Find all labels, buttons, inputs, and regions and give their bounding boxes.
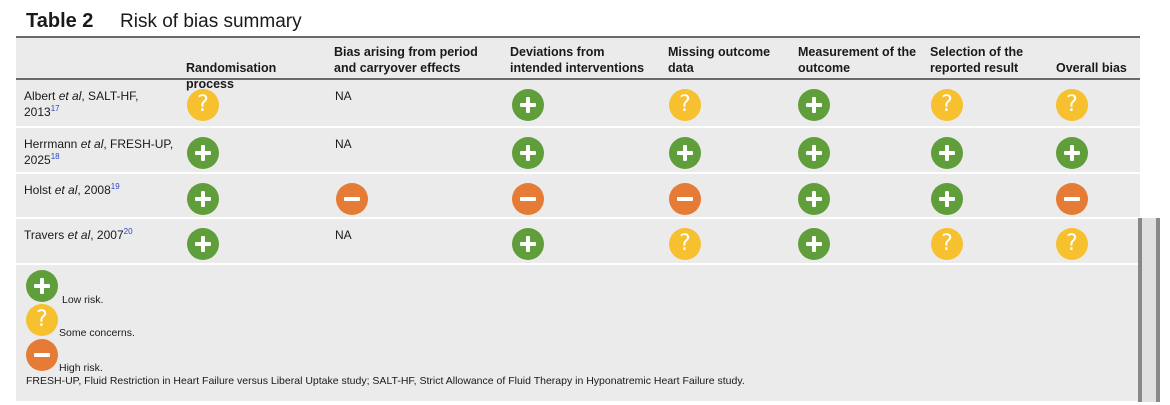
study-et-al: et al [54, 183, 78, 197]
plus-icon [187, 228, 219, 260]
table-row: Holst et al, 200819 [16, 174, 1140, 219]
column-header: Measurement of the outcome [798, 45, 917, 75]
study-details: , FRESH-UP, 2025 [24, 137, 174, 167]
legend-high-risk-label: High risk. [59, 362, 103, 374]
question-icon: ? [931, 89, 963, 121]
study-details: , 2008 [77, 183, 111, 197]
minus-icon [1056, 183, 1088, 215]
not-applicable-text: NA [335, 228, 352, 242]
reference-link[interactable]: 17 [50, 104, 60, 113]
table-number: Table 2 [26, 10, 94, 32]
table-title-bar: Table 2 Risk of bias summary [16, 4, 1140, 38]
column-header: Bias arising from period and carryover e… [334, 45, 478, 75]
column-header: Selection of the reported result [930, 45, 1024, 75]
study-et-al: et al [58, 89, 82, 103]
reference-link[interactable]: 20 [123, 227, 133, 236]
minus-icon [669, 183, 701, 215]
table-row: Herrmann et al, FRESH-UP, 202518 NA [16, 128, 1140, 174]
not-applicable-text: NA [335, 89, 352, 103]
plus-icon [798, 183, 830, 215]
question-icon: ? [1056, 228, 1088, 260]
study-author: Herrmann [24, 137, 78, 151]
plus-icon [187, 183, 219, 215]
plus-icon [512, 89, 544, 121]
legend-some-concerns-icon: ? [26, 304, 58, 336]
legend-high-risk-icon [26, 339, 58, 371]
table-footnote: FRESH-UP, Fluid Restriction in Heart Fai… [26, 375, 745, 387]
not-applicable-text: NA [335, 137, 352, 151]
legend-low-risk-icon [26, 270, 58, 302]
column-header: Overall bias [1056, 61, 1127, 75]
column-header: Deviations from intended interventions [510, 45, 645, 75]
minus-icon [336, 183, 368, 215]
plus-icon [798, 137, 830, 169]
column-header: Missing outcome data [668, 45, 771, 75]
risk-of-bias-table: Randomisation process Bias arising from p… [16, 36, 1140, 401]
minus-icon [512, 183, 544, 215]
table-row: Albert et al, SALT-HF, 201317? NA??? [16, 80, 1140, 128]
legend-low-risk-label: Low risk. [62, 294, 104, 306]
study-details: , SALT-HF, 2013 [24, 89, 139, 119]
question-icon: ? [669, 228, 701, 260]
plus-icon [798, 89, 830, 121]
table-title: Risk of bias summary [120, 11, 302, 32]
study-label: Travers et al, 200720 [24, 227, 174, 243]
table-row: Travers et al, 200720 NA??? [16, 219, 1140, 265]
plus-icon [931, 183, 963, 215]
study-author: Albert [24, 89, 56, 103]
study-et-al: et al [80, 137, 104, 151]
study-label: Holst et al, 200819 [24, 182, 174, 198]
question-icon: ? [669, 89, 701, 121]
plus-icon [512, 137, 544, 169]
study-et-al: et al [67, 228, 91, 242]
plus-icon [1056, 137, 1088, 169]
study-label: Herrmann et al, FRESH-UP, 202518 [24, 136, 174, 168]
plus-icon [798, 228, 830, 260]
question-icon: ? [1056, 89, 1088, 121]
table-header-row: Randomisation process Bias arising from p… [16, 38, 1140, 91]
legend: Low risk. ? Some concerns. High risk. [16, 266, 1140, 403]
study-author: Holst [24, 183, 52, 197]
scrollbar[interactable] [1138, 218, 1160, 402]
plus-icon [512, 228, 544, 260]
plus-icon [187, 137, 219, 169]
question-icon: ? [187, 89, 219, 121]
plus-icon [669, 137, 701, 169]
legend-some-concerns-label: Some concerns. [59, 327, 135, 339]
plus-icon [931, 137, 963, 169]
reference-link[interactable]: 18 [50, 152, 60, 161]
column-header: Randomisation process [186, 61, 277, 91]
study-label: Albert et al, SALT-HF, 201317 [24, 88, 174, 120]
question-icon: ? [931, 228, 963, 260]
reference-link[interactable]: 19 [110, 182, 120, 191]
study-details: , 2007 [90, 228, 124, 242]
study-author: Travers [24, 228, 65, 242]
